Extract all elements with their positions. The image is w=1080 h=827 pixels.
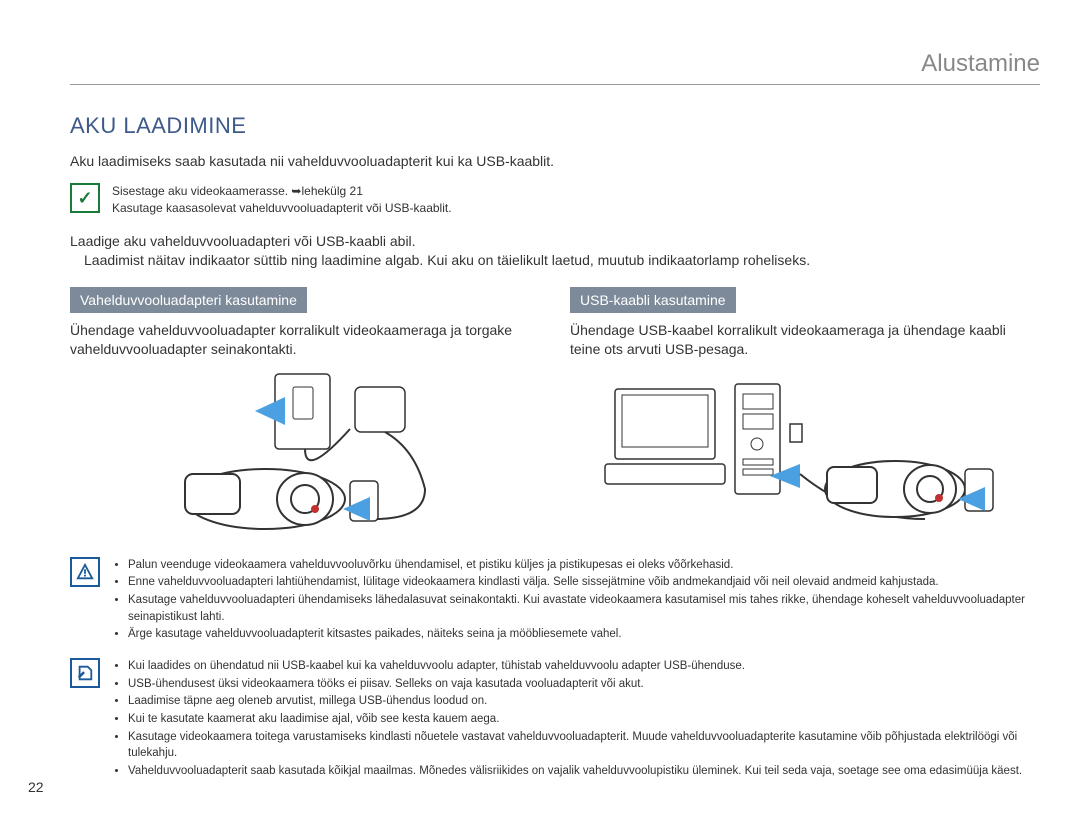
warning-item: Palun veenduge videokaamera vahelduvvool…	[128, 557, 1040, 574]
pre-tip-line1: Sisestage aku videokaamerasse. ➥lehekülg…	[112, 183, 452, 200]
warning-icon	[70, 557, 100, 587]
instruction-line1: Laadige aku vahelduvvooluadapteri või US…	[70, 232, 1040, 252]
note-item: Kui te kasutate kaamerat aku laadimise a…	[128, 711, 1040, 728]
section-heading: AKU LAADIMINE	[70, 113, 1040, 139]
right-col-header: USB-kaabli kasutamine	[570, 287, 736, 313]
warning-block: Palun veenduge videokaamera vahelduvvool…	[70, 557, 1040, 644]
note-item: Kasutage videokaamera toitega varustamis…	[128, 729, 1040, 762]
usb-cable-illustration	[570, 369, 1040, 539]
page-number: 22	[28, 779, 44, 795]
instruction-line2: Laadimist näitav indikaator süttib ning …	[70, 251, 1040, 271]
pre-tip-line2: Kasutage kaasasolevat vahelduvvooluadapt…	[112, 200, 452, 217]
note-item: USB-ühendusest üksi videokaamera tööks e…	[128, 676, 1040, 693]
warning-item: Enne vahelduvvooluadapteri lahtiühendami…	[128, 574, 1040, 591]
note-item: Laadimise täpne aeg oleneb arvutist, mil…	[128, 693, 1040, 710]
section-intro: Aku laadimiseks saab kasutada nii vaheld…	[70, 153, 1040, 169]
chapter-title: Alustamine	[70, 50, 1040, 85]
warning-list: Palun veenduge videokaamera vahelduvvool…	[112, 557, 1040, 644]
right-column: USB-kaabli kasutamine Ühendage USB-kaabe…	[570, 287, 1040, 539]
left-col-text: Ühendage vahelduvvooluadapter korralikul…	[70, 321, 540, 359]
ac-adapter-illustration	[70, 369, 540, 539]
check-icon: ✓	[70, 183, 100, 213]
warning-item: Kasutage vahelduvvooluadapteri ühendamis…	[128, 592, 1040, 625]
note-list: Kui laadides on ühendatud nii USB-kaabel…	[112, 658, 1040, 781]
left-column: Vahelduvvooluadapteri kasutamine Ühendag…	[70, 287, 540, 539]
note-block: Kui laadides on ühendatud nii USB-kaabel…	[70, 658, 1040, 781]
warning-item: Ärge kasutage vahelduvvooluadapterit kit…	[128, 626, 1040, 643]
left-col-header: Vahelduvvooluadapteri kasutamine	[70, 287, 307, 313]
right-col-text: Ühendage USB-kaabel korralikult videokaa…	[570, 321, 1040, 359]
note-icon	[70, 658, 100, 688]
note-item: Kui laadides on ühendatud nii USB-kaabel…	[128, 658, 1040, 675]
note-item: Vahelduvvooluadapterit saab kasutada kõi…	[128, 763, 1040, 780]
pre-tip-block: ✓ Sisestage aku videokaamerasse. ➥lehekü…	[70, 183, 1040, 218]
